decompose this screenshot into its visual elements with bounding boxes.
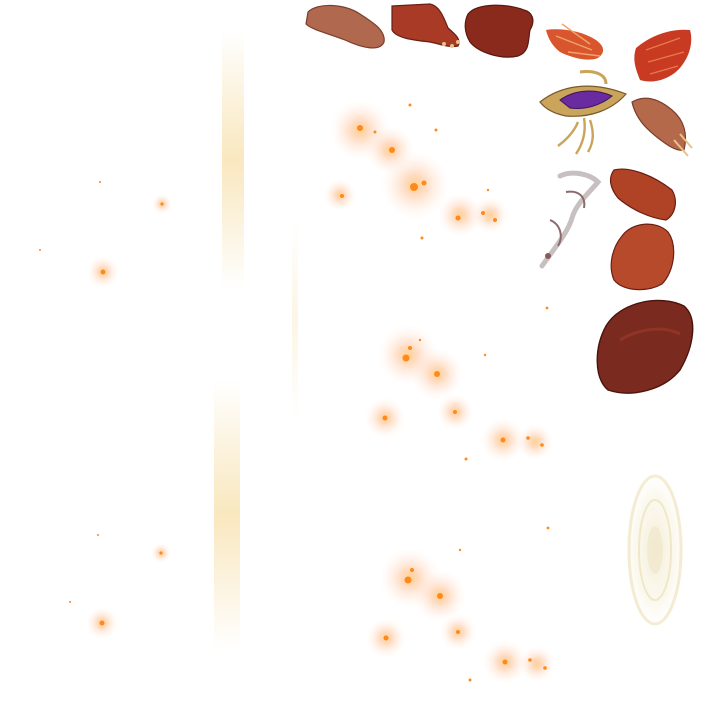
white-bone-chain-sprite — [539, 170, 602, 269]
light-streak-top — [222, 30, 244, 290]
leather-claw-piece-sprite — [631, 97, 693, 157]
ember-sparse-left — [39, 181, 172, 639]
ember-cluster-middle — [365, 306, 553, 462]
red-feather-wing-sprite — [634, 29, 692, 82]
ember-cluster-top — [324, 100, 508, 240]
ember-cluster-bottom — [366, 526, 555, 684]
red-fur-oval-sprite — [610, 223, 675, 291]
orange-feather-tuft-sprite — [546, 23, 604, 60]
dark-red-fur-patch-sprite — [464, 4, 534, 58]
red-fur-strip-sprite — [609, 168, 676, 221]
purple-gem-ornament-sprite — [539, 70, 628, 155]
dark-red-fur-blob-sprite — [596, 299, 694, 394]
red-fur-paw-sprite — [391, 3, 460, 48]
light-streak-bottom — [214, 380, 240, 650]
pale-magic-circle-sprite — [625, 472, 685, 628]
light-streak-group — [214, 30, 298, 650]
brown-leather-piece-sprite — [305, 4, 385, 49]
light-streak-faint — [292, 220, 298, 420]
